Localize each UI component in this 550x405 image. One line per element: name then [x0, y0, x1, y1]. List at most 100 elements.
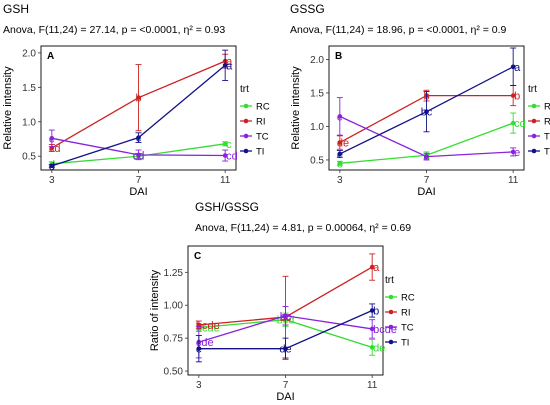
data-point: [369, 308, 375, 313]
legend-swatch-point: [243, 148, 249, 154]
y-tick-label: 1.25: [164, 268, 184, 279]
y-tick-label: 2.0: [22, 48, 36, 59]
data-point: [283, 346, 288, 351]
chart-stats: Anova, F(11,24) = 4.81, p = 0.00064, η² …: [195, 222, 411, 234]
x-tick-label: 3: [49, 175, 55, 186]
legend: trt RC RI TC TI: [240, 84, 270, 158]
significance-letter: a: [226, 56, 233, 68]
x-tick-label: 3: [337, 175, 343, 186]
legend: trt RC RI TC TI: [385, 275, 415, 349]
y-tick-label: 2.0: [310, 55, 324, 66]
series-TC: cde bc bcde: [195, 306, 397, 359]
significance-letter: c: [49, 133, 55, 145]
legend-entry: TC: [401, 323, 414, 334]
significance-letter: c: [226, 139, 232, 151]
data-point: [136, 135, 141, 140]
x-tick-label: 3: [196, 380, 202, 391]
y-tick-label: 1.0: [22, 117, 36, 128]
data-point: [424, 109, 429, 114]
chart-panel-gsh: GSH Anova, F(11,24) = 27.14, p = <0.0001,…: [2, 2, 270, 198]
y-tick-label: 0.75: [164, 334, 184, 345]
data-point: [369, 345, 375, 350]
legend-entry: TI: [256, 147, 264, 158]
chart-stats: Anova, F(11,24) = 27.14, p = <0.0001, η²…: [3, 24, 225, 36]
data-point: [510, 120, 516, 126]
data-point: [196, 346, 202, 351]
significance-letter: de: [373, 342, 385, 354]
chart-panel-gssg: GSSG Anova, F(11,24) = 18.96, p = <0.0001…: [290, 2, 550, 198]
y-axis-label: Ratio of intensity: [149, 269, 161, 351]
data-point: [424, 154, 429, 159]
legend-entry: TI: [401, 338, 409, 349]
chart-heading: GSSG: [290, 2, 325, 16]
panel-label: B: [335, 51, 342, 62]
significance-letter: c: [136, 133, 142, 145]
significance-letter: cde: [196, 337, 214, 349]
data-point: [369, 326, 375, 332]
chart-heading: GSH/GSSG: [195, 200, 259, 214]
significance-letter: b: [373, 306, 379, 318]
y-tick-label: 0.5: [22, 152, 36, 163]
y-axis-label: Relative intensity: [290, 66, 302, 150]
data-point: [337, 140, 343, 145]
legend-swatch-point: [531, 148, 537, 154]
legend-swatch-point: [388, 339, 394, 345]
series-TC: c e e: [336, 97, 520, 164]
significance-letter: a: [373, 262, 380, 274]
significance-letter: b: [514, 91, 520, 103]
significance-letter: de: [279, 344, 291, 356]
significance-letter: e: [337, 158, 343, 170]
significance-letter: cd: [133, 150, 145, 162]
y-tick-label: 0.50: [164, 367, 184, 378]
x-tick-label: 11: [367, 380, 378, 391]
y-axis-label: Relative intensity: [2, 66, 14, 150]
x-axis-label: DAI: [276, 391, 294, 403]
significance-letter: a: [226, 60, 233, 72]
legend-entry: RI: [544, 117, 550, 128]
panel-label: C: [194, 251, 201, 262]
chart-panel-ratio: GSH/GSSG Anova, F(11,24) = 4.81, p = 0.00…: [149, 200, 415, 403]
significance-letter: d: [49, 161, 55, 173]
legend-entry: TI: [544, 147, 550, 158]
x-tick-label: 7: [283, 380, 289, 391]
legend-swatch-point: [531, 118, 537, 124]
legend-entry: RC: [544, 102, 550, 113]
y-tick-label: 1.5: [22, 83, 36, 94]
legend-title: trt: [240, 84, 249, 95]
data-point: [222, 62, 228, 68]
x-axis-label: DAI: [417, 186, 435, 198]
significance-letter: bcde: [373, 324, 397, 336]
data-point: [510, 64, 516, 70]
significance-letter: b: [135, 93, 141, 105]
data-point: [369, 264, 375, 270]
x-axis-label: DAI: [129, 186, 147, 198]
legend-swatch-point: [243, 118, 249, 124]
data-point: [337, 114, 343, 119]
significance-letter: e: [514, 147, 520, 159]
legend-entry: TC: [544, 132, 550, 143]
data-point: [510, 93, 516, 98]
chart-stats: Anova, F(11,24) = 18.96, p = <0.0001, η²…: [290, 24, 507, 36]
data-point: [222, 153, 228, 158]
legend-swatch-point: [243, 103, 249, 109]
significance-letter: bc: [421, 107, 433, 119]
x-tick-label: 7: [424, 175, 430, 186]
series-TI: d c a: [48, 49, 233, 173]
data-point: [49, 136, 55, 141]
legend-swatch-point: [388, 309, 394, 315]
data-point: [49, 163, 55, 169]
legend-entry: RI: [256, 117, 266, 128]
y-tick-label: 0.5: [310, 155, 324, 166]
significance-letter: cd: [49, 143, 61, 155]
legend: trt RC RI TC TI: [528, 84, 550, 158]
data-point: [136, 152, 141, 158]
legend-entry: TC: [256, 132, 269, 143]
data-point: [510, 149, 516, 155]
significance-letter: bc: [280, 311, 292, 323]
y-tick-label: 1.0: [310, 122, 324, 133]
significance-letter: c: [337, 111, 343, 123]
x-tick-label: 7: [136, 175, 142, 186]
significance-letter: de: [337, 138, 349, 150]
